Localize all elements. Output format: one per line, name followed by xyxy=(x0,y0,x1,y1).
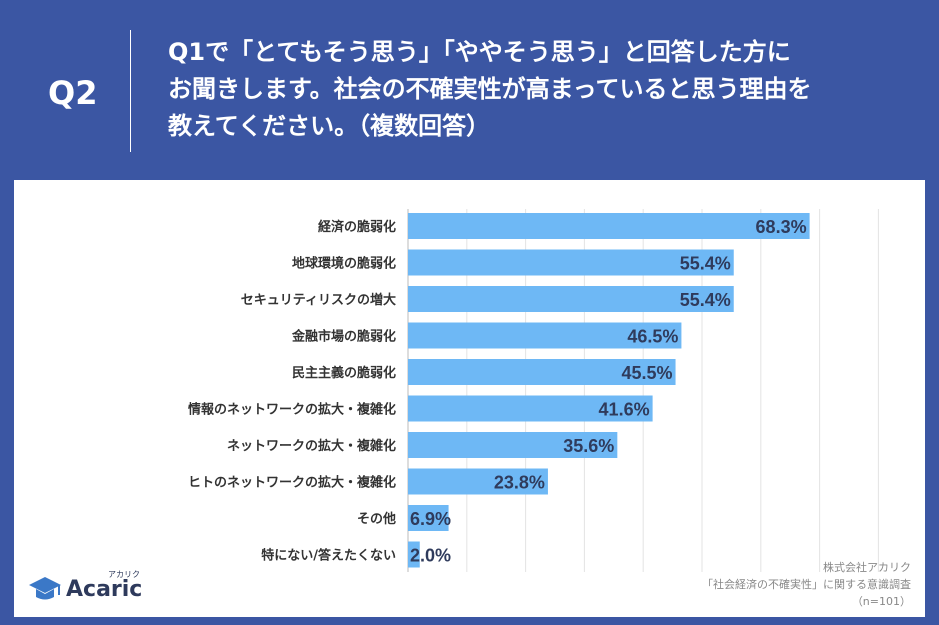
bar xyxy=(408,505,449,531)
acaric-logo: Acaric アカリク xyxy=(28,570,143,605)
value-label: 55.4% xyxy=(680,290,731,310)
value-label: 23.8% xyxy=(494,473,545,493)
bar-chart: 経済の脆弱化 68.3% 地球環境の脆弱化 55.4% セキュリティリスクの増大 55.4… xyxy=(188,209,879,572)
question-line: お聞きします。社会の不確実性が高まっていると思う理由を xyxy=(168,75,812,103)
value-label: 41.6% xyxy=(599,400,650,420)
value-label: 6.9% xyxy=(410,509,451,529)
logo-text: Acaric xyxy=(66,576,143,602)
category-label: 特にない/答えたくない xyxy=(261,548,396,564)
source-note: 株式会社アカリク 「社会経済の不確実性」に関する意識調査 （n=101） xyxy=(702,559,911,610)
value-label: 35.6% xyxy=(563,436,614,456)
value-label: 55.4% xyxy=(680,254,731,274)
question-number: Q2 xyxy=(48,74,98,112)
bar xyxy=(408,468,548,495)
source-survey: 「社会経済の不確実性」に関する意識調査 xyxy=(702,578,911,591)
source-company: 株式会社アカリク xyxy=(823,561,911,574)
chart-panel: 経済の脆弱化 68.3% 地球環境の脆弱化 55.4% セキュリティリスクの増大 55.4… xyxy=(14,180,925,617)
value-label: 45.5% xyxy=(621,363,672,383)
value-label: 68.3% xyxy=(756,217,807,237)
value-label: 2.0% xyxy=(410,546,451,566)
source-sample: （n=101） xyxy=(851,595,911,608)
category-label: 金融市場の脆弱化 xyxy=(291,329,396,345)
question-line: Q1で「とてもそう思う」「ややそう思う」と回答した方に xyxy=(168,38,791,66)
logo-kana: アカリク xyxy=(108,570,140,579)
category-label: 地球環境の脆弱化 xyxy=(292,256,396,272)
value-label: 46.5% xyxy=(627,327,678,347)
category-label: ヒトのネットワークの拡大・複雑化 xyxy=(188,475,396,491)
category-label: ネットワークの拡大・複雑化 xyxy=(227,438,396,454)
bar xyxy=(408,395,653,422)
category-label: その他 xyxy=(357,511,396,527)
header-divider xyxy=(130,30,131,152)
category-label: 経済の脆弱化 xyxy=(318,219,396,235)
bar xyxy=(408,249,734,276)
graduation-cap-icon xyxy=(29,577,61,600)
question-line: 教えてください。（複数回答） xyxy=(168,112,491,140)
bar xyxy=(408,432,618,458)
category-label: 情報のネットワークの拡大・複雑化 xyxy=(188,402,396,418)
category-label: セキュリティリスクの増大 xyxy=(241,292,396,308)
question-text: Q1で「とてもそう思う」「ややそう思う」と回答した方に お聞きします。社会の不確… xyxy=(168,34,908,145)
bar xyxy=(408,213,810,239)
bar xyxy=(408,286,734,312)
bar xyxy=(408,359,676,385)
bar xyxy=(408,322,682,349)
category-label: 民主主義の脆弱化 xyxy=(292,365,396,381)
bar xyxy=(408,541,420,568)
